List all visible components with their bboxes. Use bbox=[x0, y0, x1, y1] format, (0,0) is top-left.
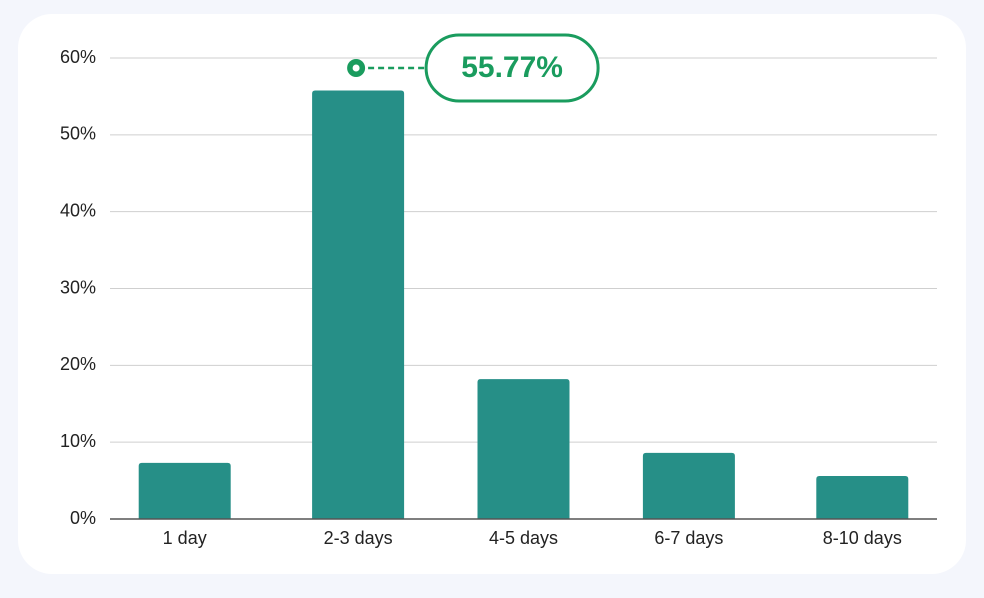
y-tick-label: 50% bbox=[60, 124, 96, 144]
x-tick-label: 2-3 days bbox=[324, 528, 393, 548]
value-label: 55.77% bbox=[461, 51, 563, 84]
y-tick-label: 30% bbox=[60, 277, 96, 297]
y-tick-label: 0% bbox=[70, 508, 96, 528]
x-tick-label: 6-7 days bbox=[654, 528, 723, 548]
annotation-dot-center bbox=[352, 64, 360, 72]
bar bbox=[312, 90, 405, 520]
bar bbox=[138, 462, 231, 519]
y-tick-label: 60% bbox=[60, 47, 96, 67]
x-tick-label: 8-10 days bbox=[823, 528, 902, 548]
bar bbox=[816, 475, 909, 519]
y-tick-label: 20% bbox=[60, 354, 96, 374]
bar bbox=[477, 379, 570, 519]
bar bbox=[642, 452, 735, 519]
y-tick-label: 40% bbox=[60, 200, 96, 220]
x-tick-label: 4-5 days bbox=[489, 528, 558, 548]
card bbox=[18, 14, 966, 574]
y-tick-label: 10% bbox=[60, 431, 96, 451]
x-tick-label: 1 day bbox=[163, 528, 207, 548]
annotation-pill bbox=[424, 33, 600, 103]
